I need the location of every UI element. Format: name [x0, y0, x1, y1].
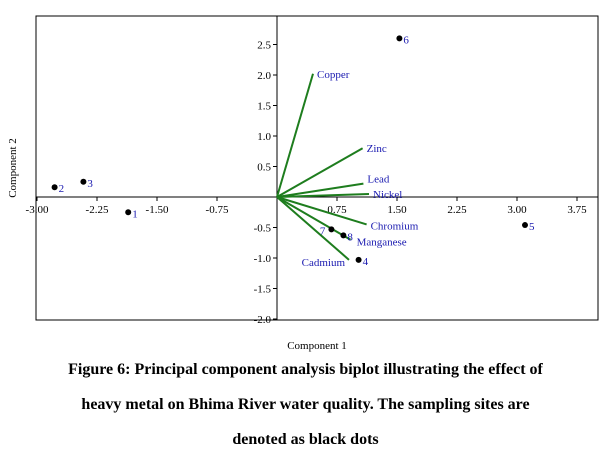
sample-point-3 — [80, 178, 87, 185]
x-tick-label: 2.25 — [447, 204, 467, 216]
y-tick-label: 2.0 — [257, 70, 271, 82]
sample-points: 1 2 3 4 5 6 7 8 — [51, 34, 535, 268]
sample-point-label-2: 2 — [59, 183, 65, 195]
y-axis-title: Component 2 — [7, 138, 19, 198]
plot-frame — [35, 15, 599, 321]
x-tick-label: 1.50 — [387, 204, 407, 216]
y-tick-label: 1.0 — [257, 131, 271, 143]
y-tick-label: 2.5 — [257, 40, 271, 52]
loading-label-lead: Lead — [367, 174, 389, 186]
loading-vector-cadmium — [276, 196, 350, 261]
sample-point-label-1: 1 — [132, 208, 138, 220]
sample-point-4 — [355, 256, 362, 263]
loading-vector-nickel — [276, 192, 370, 198]
x-tick-label: 3.00 — [507, 204, 527, 216]
sample-point-label-7: 7 — [320, 225, 326, 237]
loading-label-zinc: Zinc — [367, 143, 387, 155]
y-tick-label: -1.5 — [254, 284, 272, 296]
x-axis-title: Component 1 — [287, 340, 347, 352]
loading-vector-chromium — [276, 196, 367, 226]
sample-point-6 — [396, 35, 403, 42]
sample-point-label-8: 8 — [347, 231, 353, 243]
loading-vector-zinc — [276, 147, 364, 198]
sample-point-label-6: 6 — [403, 34, 409, 46]
loading-label-nickel: Nickel — [373, 189, 402, 201]
loading-label-chromium: Chromium — [371, 220, 419, 232]
biplot-chart: -3.00 -2.25 -1.50 -0.75 0.75 1.50 2.25 3.00 3.75… — [7, 15, 599, 352]
loading-vectors: Copper Zinc Lead Nickel Chromium Manganese Cad… — [276, 69, 419, 269]
caption-line-2: heavy metal on Bhima River water quality… — [81, 396, 530, 413]
caption-line-3: denoted as black dots — [232, 431, 379, 448]
axes — [36, 16, 598, 320]
loading-label-manganese: Manganese — [357, 237, 407, 249]
x-tick-label: -2.25 — [86, 204, 109, 216]
y-tick-label: 0.5 — [257, 162, 271, 174]
x-tick-label: -1.50 — [146, 204, 169, 216]
sample-point-label-4: 4 — [363, 256, 369, 268]
sample-point-label-3: 3 — [87, 178, 93, 190]
x-tick-label: -0.75 — [206, 204, 229, 216]
ticks: -3.00 -2.25 -1.50 -0.75 0.75 1.50 2.25 3.00 3.75… — [26, 40, 588, 327]
loading-label-cadmium: Cadmium — [302, 257, 346, 269]
y-tick-label: 1.5 — [257, 101, 271, 113]
sample-point-label-5: 5 — [529, 221, 535, 233]
loading-vector-lead — [276, 182, 364, 198]
y-tick-label: -0.5 — [254, 223, 272, 235]
loading-label-copper: Copper — [317, 69, 350, 81]
y-tick-label: -1.0 — [254, 253, 272, 265]
x-tick-label: 3.75 — [567, 204, 587, 216]
figure-caption: Figure 6: Principal component analysis b… — [0, 352, 611, 457]
x-tick-label: -3.00 — [26, 204, 49, 216]
y-tick-label: -2.0 — [254, 314, 272, 326]
sample-point-5 — [522, 222, 528, 229]
sample-point-8 — [340, 232, 347, 239]
caption-line-1: Figure 6: Principal component analysis b… — [68, 361, 543, 378]
sample-point-2 — [51, 184, 58, 191]
loading-vector-copper — [276, 73, 314, 198]
loading-vector-manganese — [276, 196, 352, 241]
sample-point-1 — [125, 209, 132, 216]
sample-point-7 — [328, 226, 335, 233]
